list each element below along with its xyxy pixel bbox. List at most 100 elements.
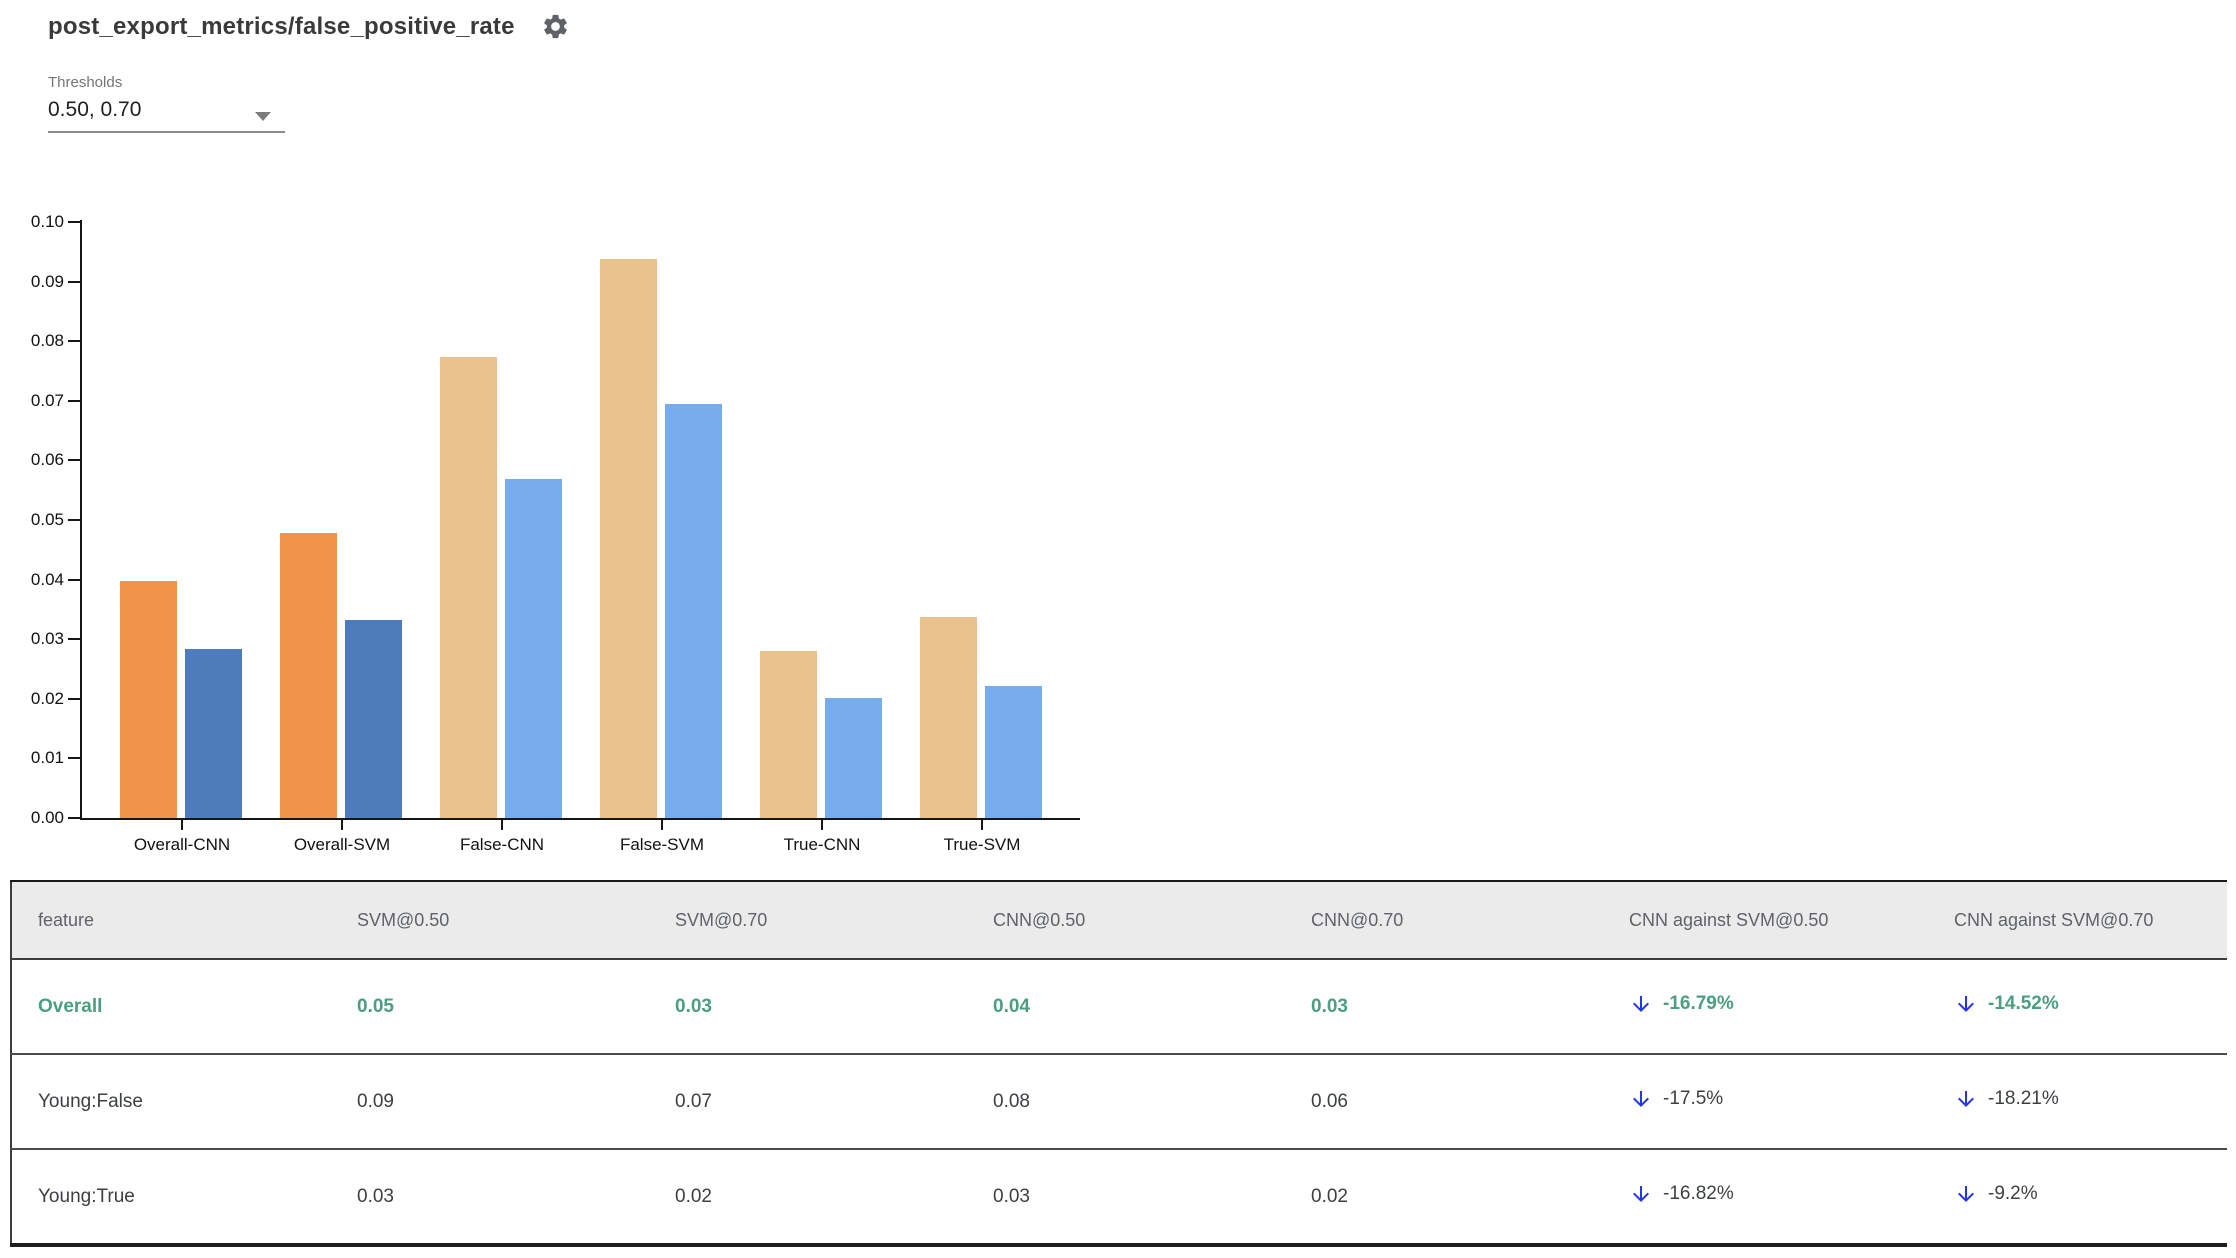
bar-True-SVM-threshold@0.70[interactable] xyxy=(985,686,1042,818)
header-cell-cnn50: CNN@0.50 xyxy=(967,881,1285,960)
y-tick xyxy=(68,280,80,283)
title-bar: post_export_metrics/false_positive_rate xyxy=(48,12,570,41)
header-cell-svm70: SVM@0.70 xyxy=(649,881,967,960)
diff-value: -16.82% xyxy=(1663,1182,1734,1204)
diff-value: -16.79% xyxy=(1663,992,1734,1014)
metric-cell: 0.07 xyxy=(649,1054,967,1150)
y-tick xyxy=(68,817,80,819)
arrow-downward-icon xyxy=(1633,1090,1649,1107)
feature-cell: Overall xyxy=(11,959,331,1055)
arrow-downward-icon xyxy=(1633,995,1649,1012)
table-row-young-true[interactable]: Young:True 0.03 0.02 0.03 0.02 -16.82% -… xyxy=(11,1149,2227,1247)
diff-value: -9.2% xyxy=(1988,1182,2038,1204)
metric-cell: 0.03 xyxy=(967,1149,1285,1247)
bar-False-SVM-threshold@0.50[interactable] xyxy=(600,259,657,818)
diff-value: -17.5% xyxy=(1663,1087,1724,1109)
diff-value: -14.52% xyxy=(1988,992,2059,1014)
header-cell-cnn-vs-svm70: CNN against SVM@0.70 xyxy=(1928,881,2227,960)
arrow-downward-icon xyxy=(1633,1185,1649,1202)
x-tick xyxy=(501,820,503,830)
diff-cell: -9.2% xyxy=(1928,1149,2227,1247)
bar-chart: 0.00 0.01 0.02 0.03 0.04 0.05 0.06 0.07 0.08 0.09… xyxy=(0,150,1120,890)
metric-cell: 0.02 xyxy=(1285,1149,1603,1247)
table-row-overall[interactable]: Overall 0.05 0.03 0.04 0.03 -16.79% -14.… xyxy=(11,959,2227,1055)
table-row-young-false[interactable]: Young:False 0.09 0.07 0.08 0.06 -17.5% -… xyxy=(11,1054,2227,1150)
y-tick-label: 0.10 xyxy=(30,212,64,231)
metric-cell: 0.05 xyxy=(331,959,649,1055)
metric-cell: 0.03 xyxy=(1285,959,1603,1055)
bar-False-CNN-threshold@0.70[interactable] xyxy=(505,479,562,818)
x-tick xyxy=(661,820,663,830)
bar-Overall-CNN-threshold@0.50[interactable] xyxy=(120,581,177,818)
feature-cell: Young:True xyxy=(11,1149,331,1247)
arrow-downward-icon xyxy=(1958,995,1974,1012)
metric-cell: 0.09 xyxy=(331,1054,649,1150)
diff-cell: -18.21% xyxy=(1928,1054,2227,1150)
x-tick xyxy=(821,820,823,830)
chevron-down-icon xyxy=(255,112,271,121)
bar-Overall-SVM-threshold@0.50[interactable] xyxy=(280,533,337,818)
y-tick-label: 0.01 xyxy=(30,748,64,768)
diff-cell: -14.52% xyxy=(1928,959,2227,1055)
x-tick-label: False-CNN xyxy=(459,835,545,854)
y-axis xyxy=(80,220,82,820)
y-tick-label: 0.00 xyxy=(30,808,64,827)
dropdown-underline xyxy=(48,131,285,133)
diff-cell: -16.82% xyxy=(1603,1149,1928,1247)
metric-cell: 0.03 xyxy=(649,959,967,1055)
y-tick xyxy=(68,578,80,581)
metric-cell: 0.02 xyxy=(649,1149,967,1247)
y-tick-label: 0.06 xyxy=(30,450,64,470)
y-tick-label: 0.02 xyxy=(30,688,64,708)
y-tick-label: 0.03 xyxy=(30,629,64,649)
diff-value: -18.21% xyxy=(1988,1087,2059,1109)
bar-True-CNN-threshold@0.50[interactable] xyxy=(760,651,817,818)
bar-Overall-SVM-threshold@0.70[interactable] xyxy=(345,620,402,818)
thresholds-dropdown[interactable]: Thresholds 0.50, 0.70 xyxy=(48,74,285,133)
metric-cell: 0.04 xyxy=(967,959,1285,1055)
bar-True-SVM-threshold@0.50[interactable] xyxy=(920,617,977,818)
x-tick-label: True-CNN xyxy=(783,835,861,854)
y-tick-label: 0.05 xyxy=(30,510,64,529)
page-title: post_export_metrics/false_positive_rate xyxy=(48,12,515,40)
table-header-row: feature SVM@0.50 SVM@0.70 CNN@0.50 CNN@0… xyxy=(11,881,2227,960)
settings-gear-icon[interactable] xyxy=(541,12,570,41)
metric-cell: 0.08 xyxy=(967,1054,1285,1150)
y-tick xyxy=(68,340,80,343)
y-tick xyxy=(68,519,80,521)
arrow-downward-icon xyxy=(1958,1185,1974,1202)
metrics-table: feature SVM@0.50 SVM@0.70 CNN@0.50 CNN@0… xyxy=(10,880,2227,1247)
x-tick-label: Overall-SVM xyxy=(293,835,391,854)
header-cell-feature: feature xyxy=(11,881,331,960)
x-tick-label: False-SVM xyxy=(619,835,705,854)
y-tick xyxy=(68,399,80,402)
y-tick xyxy=(68,459,80,462)
x-tick xyxy=(181,820,183,830)
x-tick-label: True-SVM xyxy=(943,835,1021,854)
thresholds-value: 0.50, 0.70 xyxy=(48,98,142,121)
header-cell-cnn-vs-svm50: CNN against SVM@0.50 xyxy=(1603,881,1928,960)
y-tick-label: 0.04 xyxy=(30,569,64,589)
y-tick xyxy=(68,757,80,760)
arrow-downward-icon xyxy=(1958,1090,1974,1107)
diff-cell: -17.5% xyxy=(1603,1054,1928,1150)
header-cell-svm50: SVM@0.50 xyxy=(331,881,649,960)
bar-False-CNN-threshold@0.50[interactable] xyxy=(440,357,497,818)
x-tick xyxy=(341,820,343,830)
y-tick xyxy=(68,221,80,223)
bar-Overall-CNN-threshold@0.70[interactable] xyxy=(185,649,242,818)
y-tick-label: 0.09 xyxy=(30,271,64,291)
y-tick-label: 0.08 xyxy=(30,331,64,351)
diff-cell: -16.79% xyxy=(1603,959,1928,1055)
bar-False-SVM-threshold@0.70[interactable] xyxy=(665,404,722,818)
bar-True-CNN-threshold@0.70[interactable] xyxy=(825,698,882,818)
x-axis xyxy=(80,818,1080,820)
y-tick-label: 0.07 xyxy=(30,390,64,410)
feature-cell: Young:False xyxy=(11,1054,331,1150)
y-tick xyxy=(68,638,80,641)
x-tick-label: Overall-CNN xyxy=(133,835,231,854)
metric-cell: 0.06 xyxy=(1285,1054,1603,1150)
header-cell-cnn70: CNN@0.70 xyxy=(1285,881,1603,960)
y-tick xyxy=(68,697,80,700)
